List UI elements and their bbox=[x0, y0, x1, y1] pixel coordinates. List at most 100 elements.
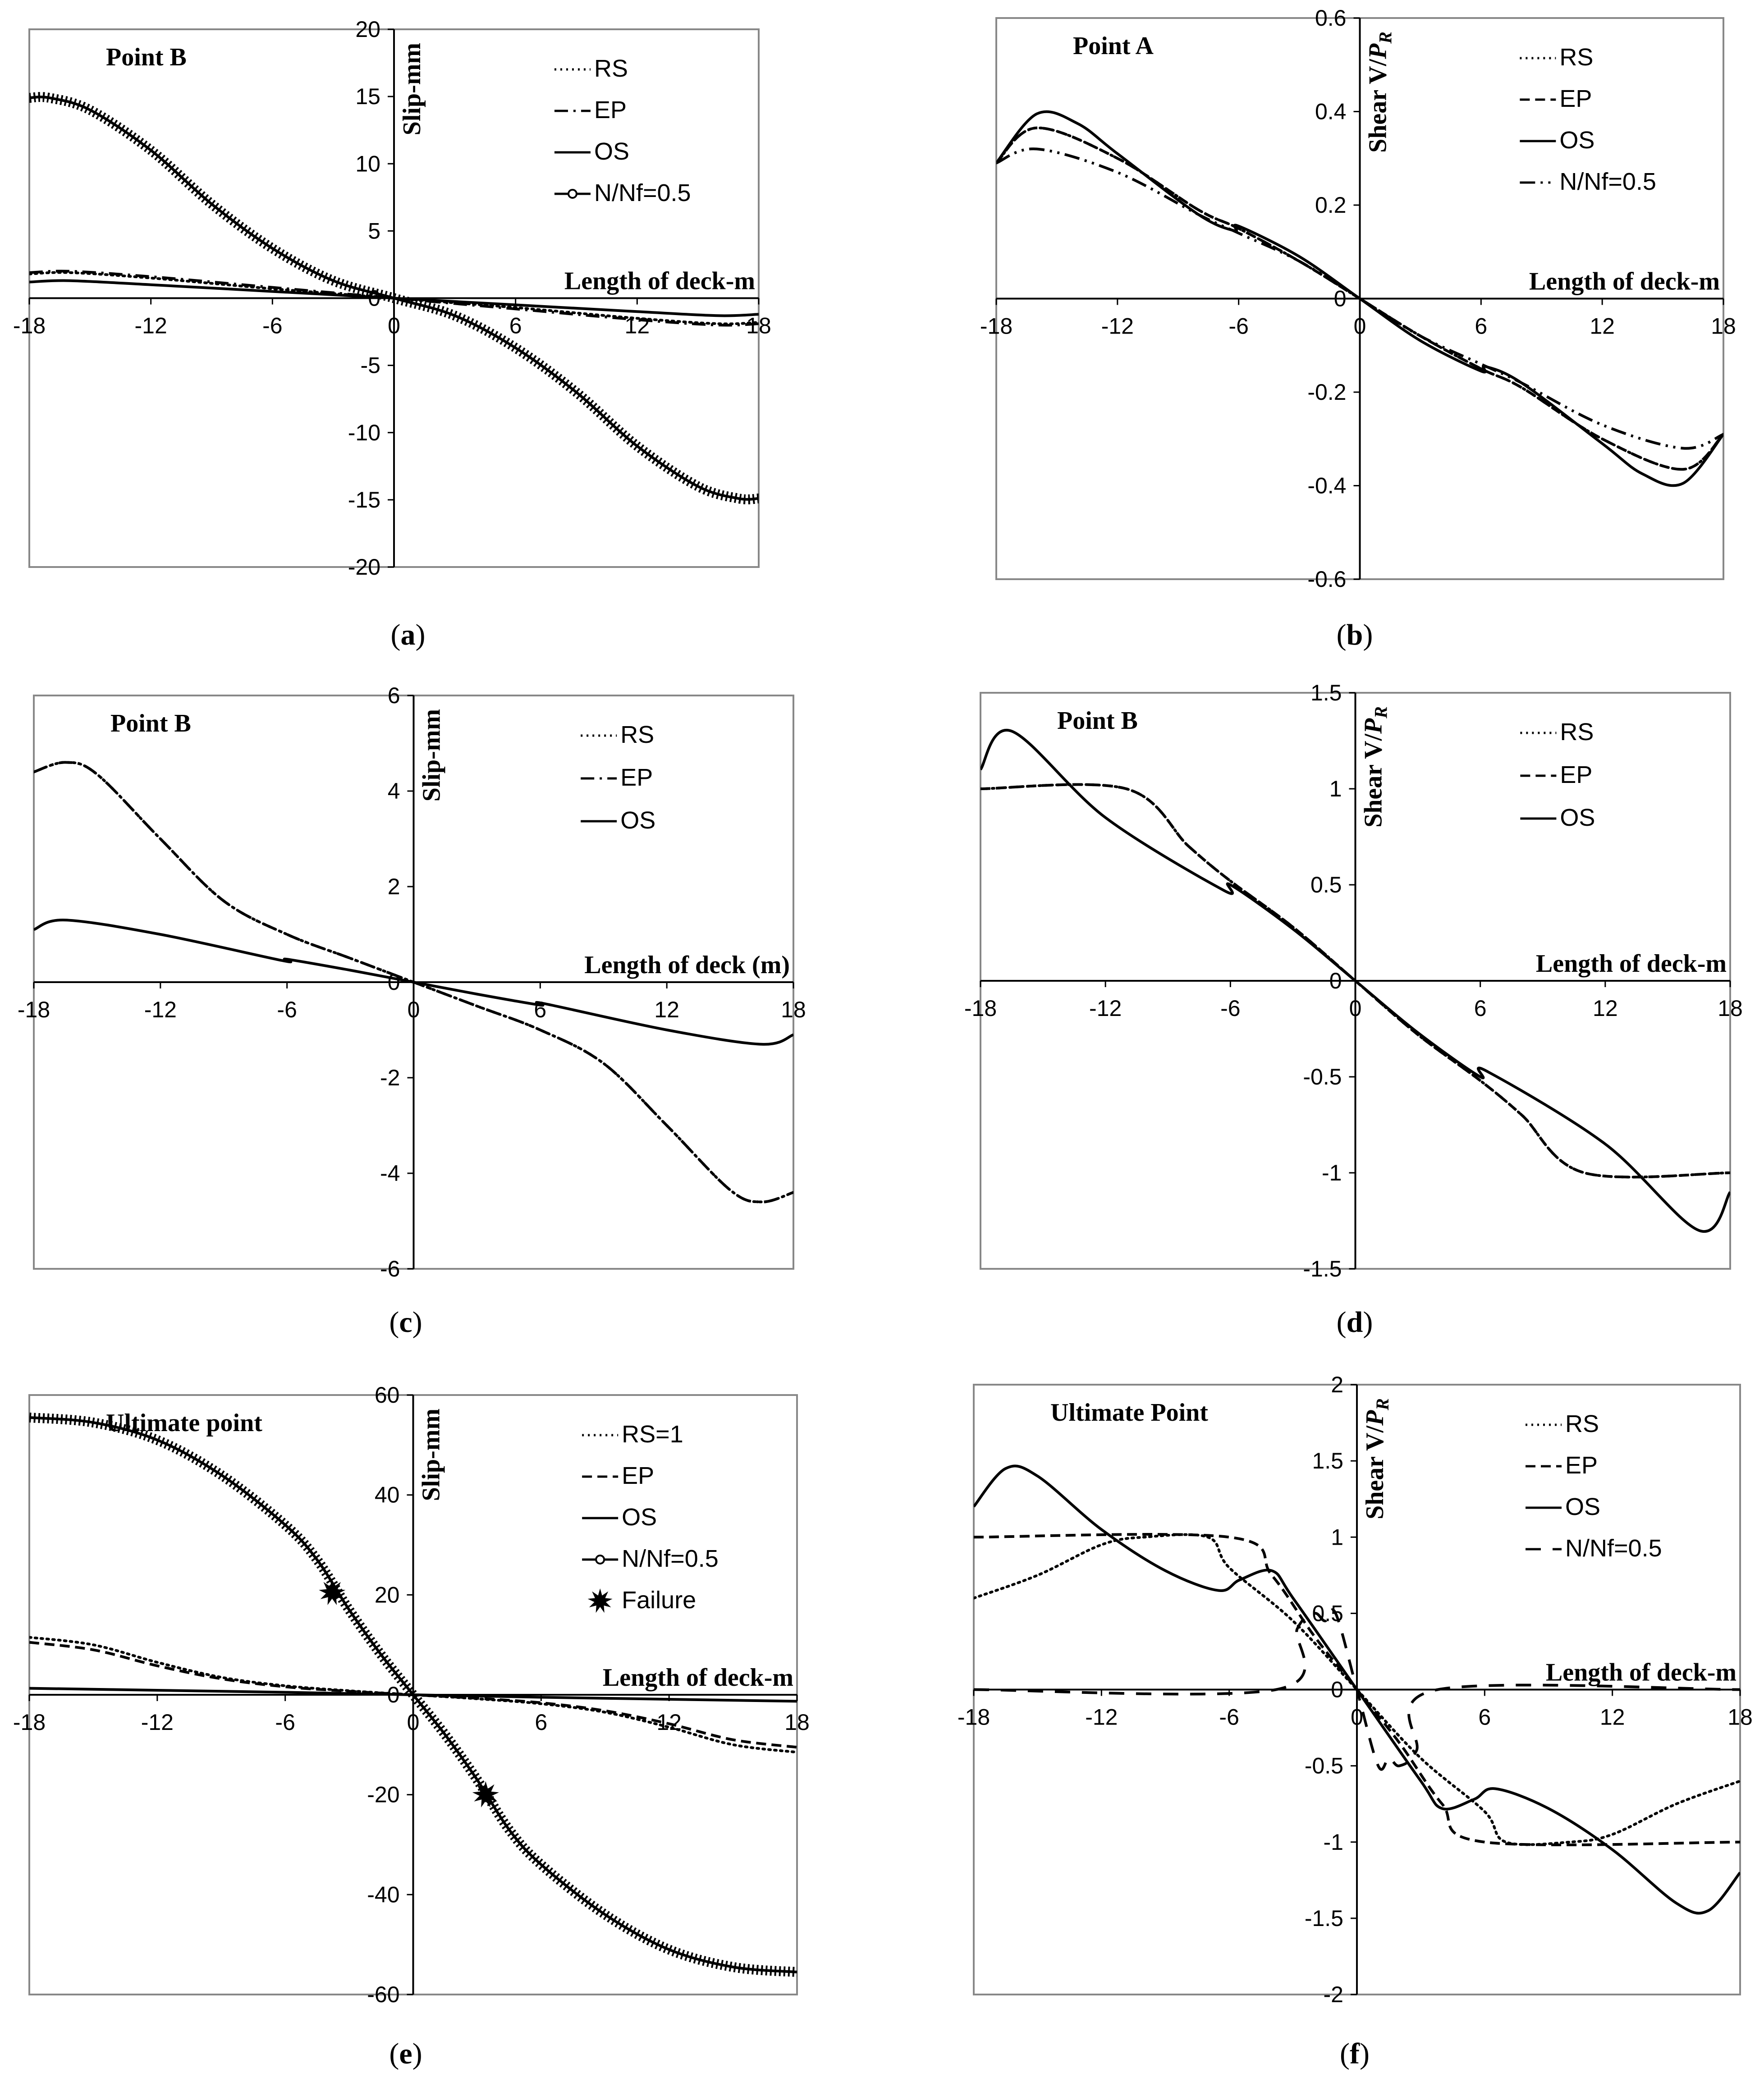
y-axis-title: Slip-mm bbox=[398, 43, 426, 135]
legend-label: RS bbox=[620, 721, 654, 748]
y-tick-label: -1 bbox=[1322, 1160, 1342, 1185]
x-tick-label: 0 bbox=[407, 1710, 420, 1735]
x-tick-label: -6 bbox=[262, 313, 282, 339]
legend-label: N/Nf=0.5 bbox=[1565, 1535, 1662, 1562]
y-tick-label: 2 bbox=[1331, 1372, 1343, 1397]
x-tick-label: 18 bbox=[1727, 1705, 1753, 1730]
y-tick-label: 20 bbox=[375, 1582, 400, 1607]
y-tick-label: -0.2 bbox=[1307, 380, 1346, 405]
legend-label: EP bbox=[594, 96, 627, 124]
y-tick-label: -2 bbox=[1324, 1982, 1343, 2007]
x-tick-label: 18 bbox=[1711, 314, 1736, 339]
y-tick-label: -5 bbox=[361, 353, 380, 378]
panel-caption: (c) bbox=[389, 1306, 422, 1339]
series-n-nf-0-5-line bbox=[29, 96, 759, 501]
legend-label: N/Nf=0.5 bbox=[622, 1545, 719, 1572]
x-tick-label: 18 bbox=[784, 1710, 810, 1735]
y-tick-label: -15 bbox=[348, 487, 380, 512]
x-tick-label: -6 bbox=[1220, 996, 1240, 1021]
legend-label: RS bbox=[1559, 44, 1593, 71]
y-tick-label: -6 bbox=[380, 1256, 400, 1281]
y-tick-label: -60 bbox=[367, 1982, 399, 2007]
panel-title: Ultimate Point bbox=[1050, 1399, 1208, 1427]
legend-label: EP bbox=[620, 764, 653, 791]
legend-label: OS bbox=[1559, 127, 1594, 154]
y-tick-label: 0 bbox=[1331, 1677, 1343, 1702]
y-tick-label: -0.5 bbox=[1305, 1753, 1343, 1779]
legend-label: RS bbox=[594, 55, 628, 82]
series-n-nf-0-5-line bbox=[996, 147, 1723, 450]
y-tick-label: -0.6 bbox=[1307, 567, 1346, 592]
legend-swatch-failure bbox=[587, 1588, 613, 1613]
panel-caption: (d) bbox=[1337, 1306, 1373, 1339]
x-tick-label: 12 bbox=[1590, 314, 1615, 339]
y-tick-label: 20 bbox=[355, 17, 380, 42]
x-tick-label: 0 bbox=[408, 997, 420, 1022]
legend-label: OS bbox=[622, 1504, 657, 1531]
y-tick-label: -1.5 bbox=[1303, 1256, 1342, 1281]
x-tick-label: 18 bbox=[746, 313, 771, 339]
panel-title: Ultimate point bbox=[106, 1409, 262, 1437]
y-tick-label: -20 bbox=[367, 1782, 399, 1807]
y-tick-label: 1.5 bbox=[1310, 680, 1342, 705]
x-tick-label: -6 bbox=[275, 1710, 295, 1735]
y-tick-label: -0.4 bbox=[1307, 473, 1346, 499]
y-tick-label: 40 bbox=[375, 1482, 400, 1508]
series-os-line bbox=[981, 728, 1730, 1233]
legend-label: N/Nf=0.5 bbox=[594, 179, 691, 206]
x-tick-label: -18 bbox=[964, 996, 997, 1021]
x-axis-title: Length of deck (m) bbox=[584, 951, 790, 979]
y-tick-label: -0.5 bbox=[1303, 1064, 1342, 1089]
series-n-nf-0-5-line bbox=[974, 1608, 1740, 1771]
y-tick-label: 2 bbox=[388, 874, 400, 899]
y-tick-label: -20 bbox=[348, 554, 380, 580]
panel-title: Point B bbox=[1057, 707, 1138, 735]
failure-marker bbox=[319, 1578, 346, 1605]
x-tick-label: 12 bbox=[1593, 996, 1618, 1021]
series-group bbox=[974, 1464, 1740, 1915]
y-tick-label: 0 bbox=[1329, 968, 1342, 993]
panel-title: Point B bbox=[110, 709, 191, 737]
legend-label: OS bbox=[594, 138, 629, 165]
x-tick-label: 6 bbox=[535, 1710, 547, 1735]
y-tick-label: 0.5 bbox=[1310, 872, 1342, 897]
x-tick-label: -12 bbox=[135, 313, 167, 339]
x-axis-title: Length of deck-m bbox=[564, 267, 755, 295]
y-axis-title: Slip-mm bbox=[418, 709, 446, 801]
y-tick-label: 1 bbox=[1331, 1524, 1343, 1550]
x-tick-label: -18 bbox=[13, 1710, 46, 1735]
x-tick-label: 12 bbox=[625, 313, 650, 339]
legend: RS EP OS N/Nf=0.5 bbox=[1526, 1410, 1662, 1562]
legend: RS EP OS bbox=[1520, 718, 1595, 831]
x-tick-label: -18 bbox=[18, 997, 50, 1022]
legend-label: N/Nf=0.5 bbox=[1559, 168, 1656, 195]
legend-swatch-marker bbox=[567, 189, 577, 199]
y-tick-label: -40 bbox=[367, 1882, 399, 1907]
x-tick-label: -12 bbox=[1101, 314, 1134, 339]
series-group bbox=[29, 1412, 797, 1977]
x-tick-label: 18 bbox=[1718, 996, 1743, 1021]
legend-label: RS=1 bbox=[622, 1421, 683, 1448]
y-tick-label: 5 bbox=[368, 218, 380, 243]
panel-title: Point B bbox=[106, 43, 187, 71]
panel-f: -18 -12 -6 0 6 12 18-2-1.5-1-0.500.511.52Ultim… bbox=[958, 1372, 1753, 2007]
legend-label: RS bbox=[1565, 1410, 1599, 1437]
legend-label: EP bbox=[1565, 1452, 1598, 1479]
panel-b: -18 -12 -6 0 6 12 18-0.6-0.4-0.200.20.40.6Poin… bbox=[980, 5, 1736, 592]
x-tick-label: -12 bbox=[144, 997, 177, 1022]
y-axis-title: Shear V/PR bbox=[1364, 32, 1396, 153]
y-tick-label: 0.2 bbox=[1315, 192, 1347, 218]
x-tick-label: -6 bbox=[1228, 314, 1248, 339]
x-tick-label: -6 bbox=[277, 997, 297, 1022]
legend-label: OS bbox=[1560, 804, 1595, 831]
x-tick-label: -18 bbox=[980, 314, 1013, 339]
x-axis-title: Length of deck-m bbox=[1536, 950, 1727, 978]
x-axis-title: Length of deck-m bbox=[1529, 268, 1720, 296]
y-tick-label: -4 bbox=[380, 1161, 400, 1186]
failure-marker bbox=[472, 1781, 499, 1807]
x-tick-label: -18 bbox=[958, 1705, 990, 1730]
legend-label: OS bbox=[620, 807, 655, 834]
legend-label: EP bbox=[1560, 761, 1592, 788]
y-tick-label: 1 bbox=[1329, 776, 1342, 801]
